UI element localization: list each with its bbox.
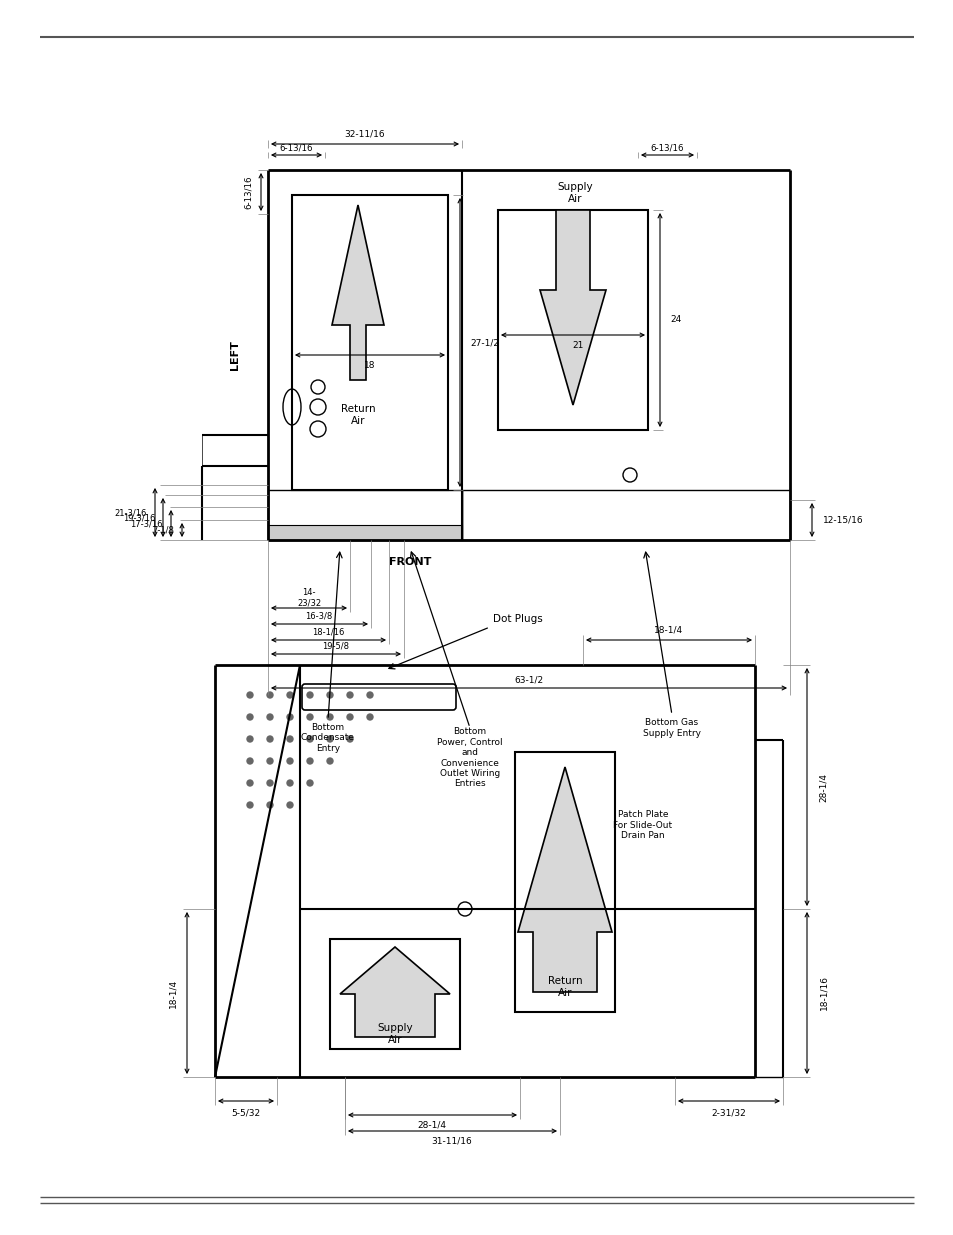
- Polygon shape: [517, 767, 612, 992]
- Circle shape: [307, 714, 313, 720]
- Text: 6-13/16: 6-13/16: [279, 143, 313, 152]
- Text: Return
Air: Return Air: [340, 404, 375, 426]
- Text: FRONT: FRONT: [389, 557, 431, 567]
- Circle shape: [287, 714, 293, 720]
- Circle shape: [367, 692, 373, 698]
- Polygon shape: [539, 210, 605, 405]
- Circle shape: [327, 692, 333, 698]
- Text: 18: 18: [364, 361, 375, 369]
- Bar: [292, 195, 448, 490]
- Text: Supply
Air: Supply Air: [557, 183, 592, 204]
- Polygon shape: [339, 947, 450, 1037]
- Text: LEFT: LEFT: [230, 340, 240, 370]
- Text: 21-3/16: 21-3/16: [114, 509, 147, 517]
- Circle shape: [287, 781, 293, 785]
- Text: 18-1/4: 18-1/4: [654, 625, 683, 635]
- Circle shape: [267, 736, 273, 742]
- Text: 14-
23/32: 14- 23/32: [296, 588, 321, 608]
- Text: 21: 21: [572, 341, 583, 350]
- Circle shape: [267, 758, 273, 764]
- Bar: [268, 490, 461, 540]
- Circle shape: [267, 714, 273, 720]
- Text: Patch Plate
For Slide-Out
Drain Pan: Patch Plate For Slide-Out Drain Pan: [613, 810, 672, 840]
- Text: 24: 24: [669, 315, 680, 325]
- Text: 7-1/8: 7-1/8: [152, 526, 173, 535]
- Circle shape: [307, 736, 313, 742]
- Circle shape: [247, 736, 253, 742]
- Circle shape: [247, 781, 253, 785]
- Circle shape: [247, 692, 253, 698]
- Text: 63-1/2: 63-1/2: [514, 676, 543, 684]
- Bar: [330, 939, 459, 1049]
- Text: 19-5/8: 19-5/8: [322, 641, 349, 651]
- Text: 12-15/16: 12-15/16: [822, 515, 862, 525]
- Text: 32-11/16: 32-11/16: [344, 130, 385, 138]
- Text: 18-1/16: 18-1/16: [312, 627, 344, 636]
- Circle shape: [347, 736, 353, 742]
- Circle shape: [287, 802, 293, 808]
- Text: 17-3/16: 17-3/16: [131, 520, 163, 529]
- Text: 16-3/8: 16-3/8: [305, 611, 333, 620]
- Circle shape: [267, 781, 273, 785]
- Bar: [515, 752, 615, 1011]
- Text: 18-1/4: 18-1/4: [168, 978, 177, 1008]
- Circle shape: [367, 714, 373, 720]
- Polygon shape: [332, 205, 384, 380]
- Text: 5-5/32: 5-5/32: [232, 1109, 260, 1118]
- Text: Bottom
Condensate
Entry: Bottom Condensate Entry: [301, 724, 355, 753]
- Text: 28-1/4: 28-1/4: [818, 773, 827, 802]
- Text: 28-1/4: 28-1/4: [417, 1120, 446, 1130]
- Circle shape: [247, 802, 253, 808]
- Bar: [497, 210, 647, 430]
- Circle shape: [287, 736, 293, 742]
- Text: Return
Air: Return Air: [547, 976, 581, 998]
- Circle shape: [347, 692, 353, 698]
- Text: 27-1/2: 27-1/2: [470, 338, 498, 347]
- Text: 6-13/16: 6-13/16: [244, 175, 253, 209]
- Circle shape: [247, 758, 253, 764]
- Circle shape: [267, 692, 273, 698]
- Circle shape: [327, 714, 333, 720]
- Circle shape: [307, 758, 313, 764]
- Circle shape: [307, 692, 313, 698]
- Text: Supply
Air: Supply Air: [376, 1024, 413, 1045]
- Circle shape: [347, 714, 353, 720]
- Text: 6-13/16: 6-13/16: [650, 143, 683, 152]
- Bar: [461, 490, 789, 540]
- Circle shape: [327, 736, 333, 742]
- Text: Bottom
Power, Control
and
Convenience
Outlet Wiring
Entries: Bottom Power, Control and Convenience Ou…: [436, 727, 502, 788]
- Text: 19-3/16: 19-3/16: [123, 514, 154, 522]
- Circle shape: [247, 714, 253, 720]
- Text: 18-1/16: 18-1/16: [818, 976, 827, 1010]
- Text: Bottom Gas
Supply Entry: Bottom Gas Supply Entry: [642, 719, 700, 737]
- Text: 31-11/16: 31-11/16: [431, 1136, 472, 1146]
- FancyBboxPatch shape: [302, 684, 456, 710]
- Circle shape: [287, 758, 293, 764]
- Circle shape: [307, 781, 313, 785]
- Text: 2-31/32: 2-31/32: [711, 1109, 745, 1118]
- Circle shape: [327, 758, 333, 764]
- Text: Dot Plugs: Dot Plugs: [493, 614, 542, 624]
- Circle shape: [267, 802, 273, 808]
- Circle shape: [287, 692, 293, 698]
- Bar: [268, 525, 461, 540]
